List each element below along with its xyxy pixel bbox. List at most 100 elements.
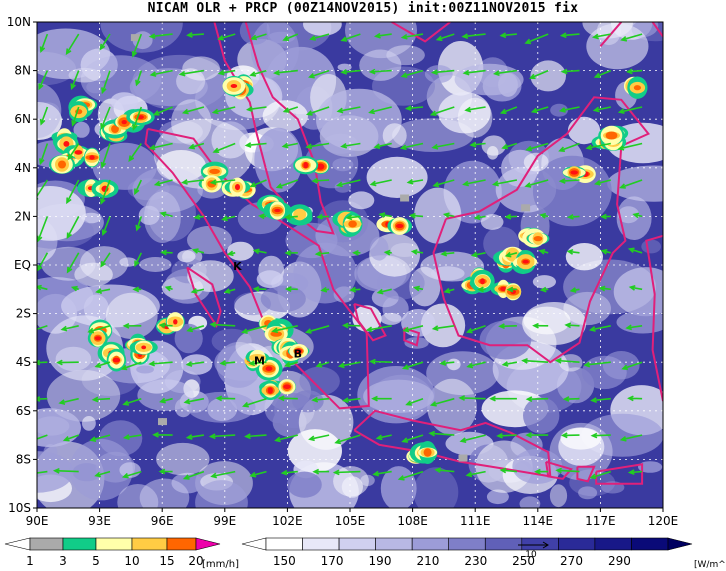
wind-arrow — [402, 325, 424, 333]
wind-arrow — [620, 33, 643, 42]
wind-arrow — [121, 470, 142, 479]
wind-arrow — [525, 396, 549, 403]
colorbar-unit: [mm/h] — [202, 559, 239, 570]
cloud-patch — [617, 206, 640, 224]
wind-arrow — [284, 214, 298, 220]
cloud-patch — [532, 275, 557, 289]
coastline — [576, 465, 596, 483]
wind-arrow — [311, 396, 330, 403]
cloud-patch — [138, 205, 160, 225]
wind-arrow — [134, 252, 143, 268]
wind-arrow — [252, 248, 267, 255]
wind-arrow — [340, 142, 361, 149]
colorbar-tick-label: 250 — [512, 554, 535, 568]
precip-cell — [400, 194, 410, 202]
wind-arrow — [135, 216, 143, 232]
wind-arrow — [185, 361, 205, 367]
colorbar-cell — [62, 537, 97, 551]
wind-arrow — [37, 325, 48, 331]
wind-arrow — [38, 70, 49, 91]
wind-arrow — [473, 214, 486, 221]
cloud-patch — [316, 88, 402, 151]
wind-arrow — [432, 179, 455, 188]
lon-tick-label: 120E — [648, 514, 679, 528]
wind-arrow — [66, 179, 80, 205]
wind-arrow — [554, 357, 580, 364]
wind-arrow — [589, 470, 612, 480]
wind-arrow — [100, 252, 111, 268]
wind-arrow — [399, 142, 424, 151]
wind-arrow — [371, 395, 392, 402]
wind-arrow — [190, 288, 205, 294]
wind-arrow — [368, 68, 392, 75]
wind-arrow — [428, 430, 455, 437]
wind-arrow — [593, 69, 612, 78]
wind-arrow — [566, 249, 580, 255]
wind-arrow — [271, 325, 298, 334]
lon-tick-label: 96E — [151, 514, 174, 528]
wind-arrow — [148, 142, 173, 151]
lon-tick-label: 108E — [397, 514, 428, 528]
lon-tick-label: 90E — [26, 514, 49, 528]
wind-arrow — [477, 286, 486, 293]
coastline — [432, 96, 650, 364]
wind-arrow — [244, 142, 267, 148]
wind-arrow — [337, 361, 361, 369]
wind-arrow — [504, 251, 518, 258]
wind-arrow — [555, 467, 580, 474]
lat-tick-label: 4S — [16, 355, 31, 369]
cloud-patch — [348, 191, 375, 210]
precip-cell — [521, 204, 531, 212]
wind-arrow — [305, 106, 330, 116]
cloud-patch — [187, 260, 234, 292]
cloud-patch — [522, 302, 587, 345]
wind-arrow — [284, 286, 298, 293]
wind-arrow — [559, 32, 580, 39]
wind-arrow — [282, 106, 299, 113]
wind-arrow — [122, 434, 142, 440]
wind-arrow — [210, 470, 236, 479]
colorbar-tick-label: 170 — [321, 554, 344, 568]
cloud-patch — [333, 466, 369, 497]
wind-arrow — [598, 285, 611, 292]
wind-arrow — [152, 431, 173, 438]
precip-cell — [633, 85, 642, 91]
wind-arrow — [498, 323, 517, 330]
wind-arrow — [101, 216, 111, 237]
wind-arrow — [524, 33, 549, 45]
wind-arrow — [158, 468, 173, 475]
cloud-patch — [479, 320, 532, 360]
cloud-patch — [292, 390, 324, 413]
wind-arrow — [65, 33, 80, 56]
wind-arrow — [186, 32, 204, 38]
cloud-patch — [447, 358, 461, 371]
wind-arrow — [120, 361, 142, 371]
cloud-patch — [550, 103, 568, 117]
wind-arrow — [332, 469, 361, 476]
wind-arrow — [588, 325, 611, 332]
colorbar-cell — [558, 537, 596, 551]
wind-arrow — [539, 212, 549, 219]
cloud-patch — [498, 72, 518, 97]
wind-arrow — [464, 106, 486, 113]
cloud-patch — [260, 285, 306, 313]
wind-arrow — [71, 106, 80, 127]
wind-arrow — [435, 33, 455, 42]
wind-arrow — [592, 106, 611, 113]
wind-arrow — [627, 395, 643, 402]
wind-arrow — [37, 252, 49, 272]
precip-cell — [265, 366, 273, 372]
wind-arrow — [252, 286, 267, 292]
wind-arrow — [413, 285, 424, 292]
cloud-patch — [181, 354, 213, 375]
wind-arrow — [186, 325, 205, 333]
wind-arrow — [221, 215, 236, 222]
wind-arrow — [408, 212, 424, 219]
cloud-patch — [480, 214, 504, 230]
wind-arrow — [284, 250, 298, 256]
wind-arrow — [153, 179, 173, 187]
wind-arrow — [410, 249, 424, 255]
cloud-patch — [420, 251, 485, 282]
wind-arrow — [372, 470, 392, 477]
wind-arrow — [375, 434, 392, 441]
